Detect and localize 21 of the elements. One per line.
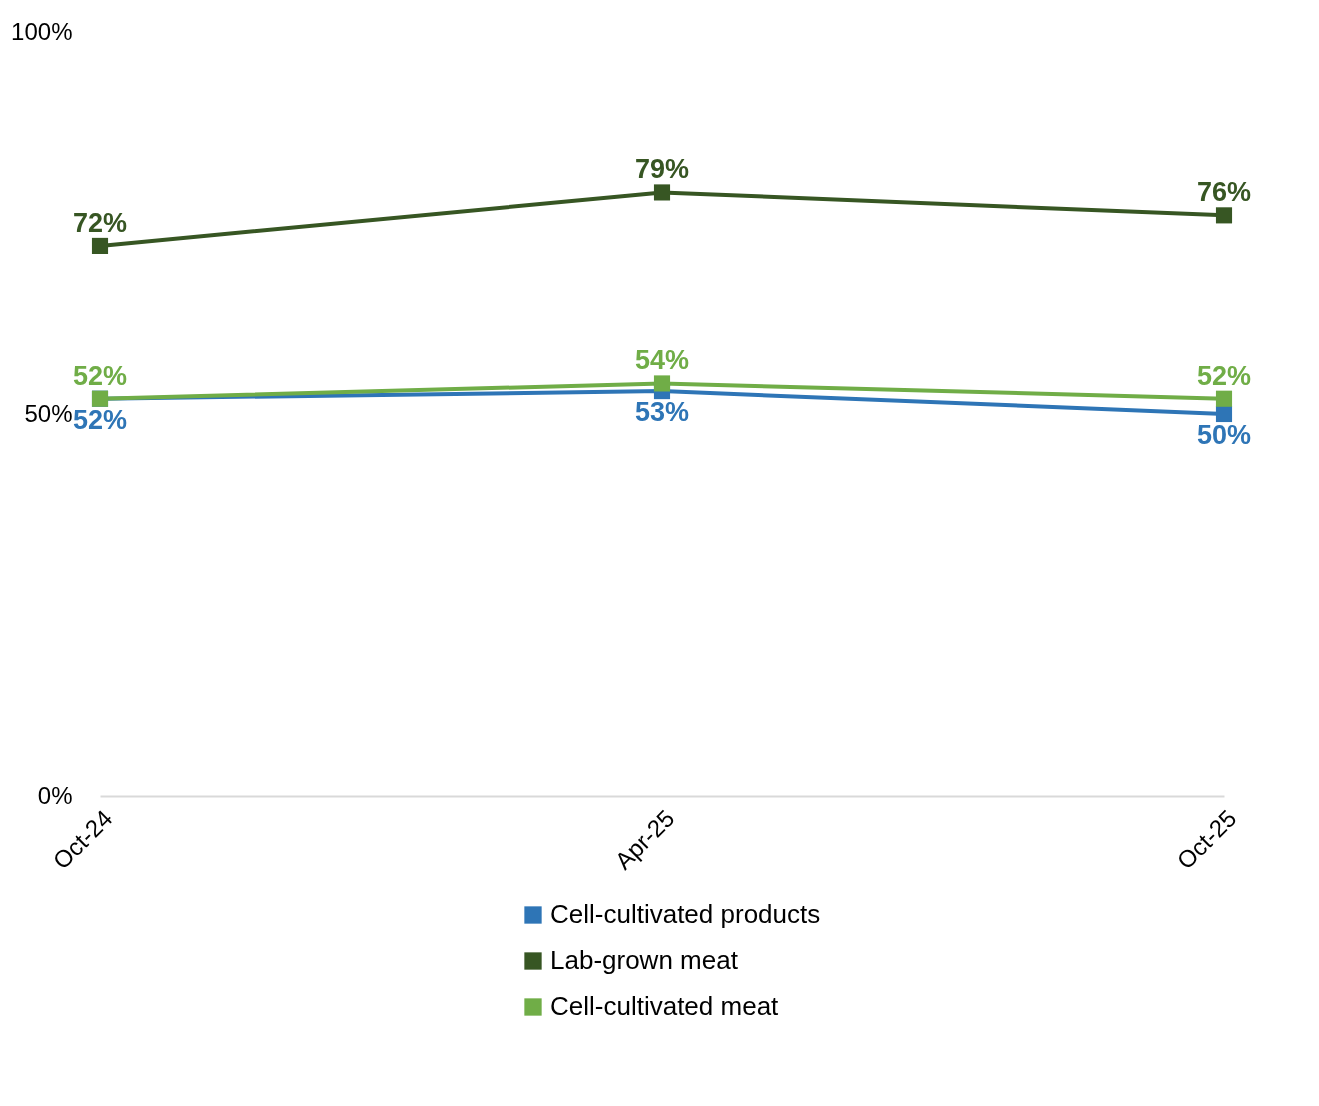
point (1215, 390, 1233, 407)
point (91, 237, 109, 254)
data-label: 76% (1196, 177, 1252, 208)
legend-label: Lab-grown meat (550, 945, 739, 975)
point (1215, 405, 1233, 423)
data-label: 52% (72, 360, 128, 391)
data-label: 52% (72, 404, 128, 435)
data-label: 79% (634, 154, 690, 185)
data-label: 50% (1196, 420, 1252, 450)
legend-label: Cell-cultivated products (550, 899, 821, 929)
data-label: 52% (1196, 360, 1252, 391)
legend-label: Cell-cultivated meat (550, 991, 780, 1021)
data-label: 72% (72, 207, 128, 238)
y-tick-label: 50% (24, 399, 73, 427)
data-label: 54% (634, 345, 690, 376)
data-label: 53% (634, 397, 690, 428)
point (1215, 207, 1233, 224)
y-tick-label: 0% (37, 781, 73, 809)
point (653, 184, 671, 201)
point (653, 375, 671, 392)
y-tick-label: 100% (11, 17, 73, 45)
